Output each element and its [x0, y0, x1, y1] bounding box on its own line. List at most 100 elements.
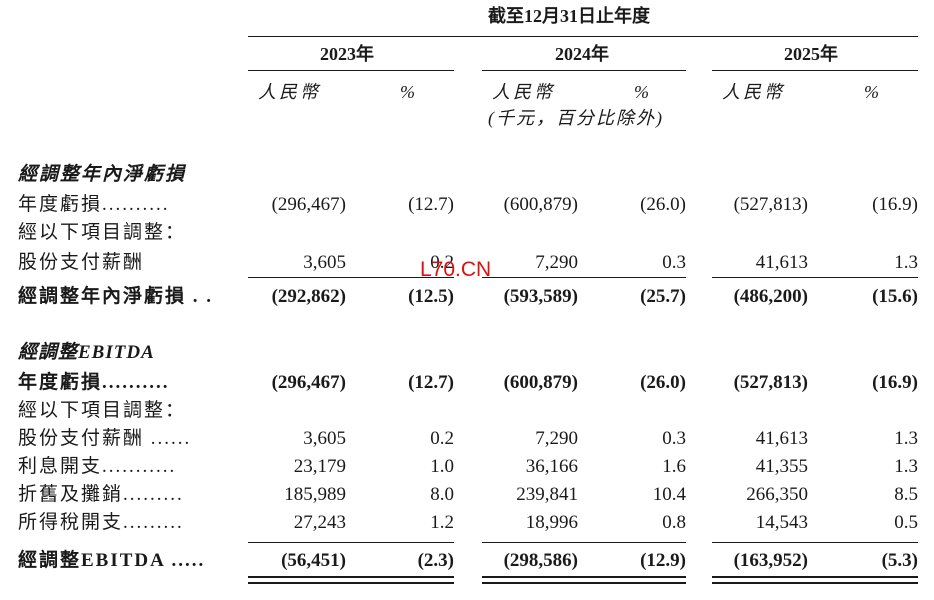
watermark: L70.CN	[420, 258, 492, 281]
section2-total-value: (5.3)	[881, 550, 918, 571]
section2-subtotal-rule-2024	[482, 542, 686, 543]
section1-total-value: (292,862)	[271, 286, 346, 307]
section2-total-value: (12.9)	[640, 550, 686, 571]
section2-row-value: 10.4	[652, 484, 686, 505]
section2-row-value: 27,243	[293, 512, 346, 533]
section2-row-value: 1.3	[894, 428, 918, 449]
section1-row-value: 41,613	[755, 252, 808, 273]
year-2023-rule	[248, 70, 454, 71]
section2-row-value: (296,467)	[271, 372, 346, 393]
section2-row-value: 1.2	[430, 512, 454, 533]
section1-row-value: (12.7)	[408, 194, 454, 215]
unit-note: (千元，百分比除外)	[488, 108, 664, 128]
section2-total-value: (163,952)	[733, 550, 808, 571]
double-underline-line	[482, 576, 686, 578]
section1-row-value: (527,813)	[733, 194, 808, 215]
currency-label-2025: 人民幣	[722, 82, 785, 102]
section1-row-label: 經以下項目調整：	[18, 222, 187, 243]
double-underline-line	[826, 576, 918, 578]
double-underline-line	[364, 582, 454, 584]
section2-row-value: 0.3	[662, 428, 686, 449]
year-2025: 2025年	[784, 44, 838, 64]
section2-row-label: 股份支付薪酬 ......	[18, 428, 192, 449]
section1-total-label: 經調整年內淨虧損 . .	[18, 286, 214, 307]
section2-total-value: (56,451)	[281, 550, 346, 571]
section2-row-value: 23,179	[293, 456, 346, 477]
section2-row-label: 經以下項目調整：	[18, 400, 187, 421]
percent-label-2024: %	[634, 82, 649, 102]
section2-row-value: (16.9)	[872, 372, 918, 393]
section1-total-value: (25.7)	[640, 286, 686, 307]
percent-label-2023: %	[400, 82, 415, 102]
section2-row-value: (26.0)	[640, 372, 686, 393]
section2-total-label: 經調整EBITDA .....	[18, 550, 206, 571]
section2-row-value: 266,350	[746, 484, 808, 505]
section1-subtotal-rule-2024	[482, 277, 686, 278]
section2-row-value: 3,605	[303, 428, 346, 449]
section2-row-value: 0.8	[662, 512, 686, 533]
section1-row-value: 0.2	[430, 252, 454, 273]
section2-row-value: 41,613	[755, 428, 808, 449]
section1-title: 經調整年內淨虧損	[18, 164, 187, 185]
currency-label-2024: 人民幣	[492, 82, 555, 102]
section2-row-label: 利息開支...........	[18, 456, 177, 477]
section1-total-value: (486,200)	[733, 286, 808, 307]
section1-row-value: (600,879)	[503, 194, 578, 215]
section2-row-label: 折舊及攤銷.........	[18, 484, 184, 505]
section2-row-value: 0.2	[430, 428, 454, 449]
section2-title: 經調整EBITDA	[18, 342, 155, 363]
section1-row-label: 股份支付薪酬	[18, 252, 145, 273]
double-underline-line	[596, 576, 686, 578]
section1-row-value: 3,605	[303, 252, 346, 273]
double-underline-line	[364, 576, 454, 578]
header-rule	[248, 36, 918, 37]
double-underline-line	[712, 576, 918, 578]
double-underline-line	[248, 582, 454, 584]
section2-row-value: 8.5	[894, 484, 918, 505]
section2-row-value: 185,989	[284, 484, 346, 505]
section2-total-value: (2.3)	[417, 550, 454, 571]
double-underline-line	[712, 582, 918, 584]
year-2023: 2023年	[320, 44, 374, 64]
section2-row-value: 1.6	[662, 456, 686, 477]
section2-row-value: 14,543	[755, 512, 808, 533]
section1-total-value: (12.5)	[408, 286, 454, 307]
section1-row-value: 1.3	[894, 252, 918, 273]
section2-row-value: (527,813)	[733, 372, 808, 393]
double-underline-line	[596, 582, 686, 584]
section2-row-value: 1.3	[894, 456, 918, 477]
section2-row-value: 239,841	[516, 484, 578, 505]
section2-subtotal-rule-2025	[712, 542, 918, 543]
period-title: 截至12月31日止年度	[488, 6, 650, 26]
section2-row-value: 1.0	[430, 456, 454, 477]
section1-row-value: (296,467)	[271, 194, 346, 215]
year-2025-rule	[712, 70, 918, 71]
section2-row-label: 所得稅開支.........	[18, 512, 184, 533]
double-underline-line	[248, 576, 454, 578]
section1-row-value: 7,290	[535, 252, 578, 273]
section2-subtotal-rule-2023	[248, 542, 454, 543]
section2-row-value: 41,355	[755, 456, 808, 477]
currency-label-2023: 人民幣	[258, 82, 321, 102]
section2-row-value: 8.0	[430, 484, 454, 505]
section2-total-value: (298,586)	[503, 550, 578, 571]
year-2024: 2024年	[555, 44, 609, 64]
year-2024-rule	[482, 70, 686, 71]
section1-total-value: (593,589)	[503, 286, 578, 307]
section2-row-value: 0.5	[894, 512, 918, 533]
section1-subtotal-rule-2023	[248, 277, 454, 278]
double-underline-line	[482, 582, 686, 584]
section2-row-value: 36,166	[525, 456, 578, 477]
section2-row-label: 年度虧損..........	[18, 372, 170, 393]
section1-row-value: (26.0)	[640, 194, 686, 215]
section1-total-value: (15.6)	[872, 286, 918, 307]
section1-row-label: 年度虧損..........	[18, 194, 170, 215]
percent-label-2025: %	[864, 82, 879, 102]
section2-row-value: (12.7)	[408, 372, 454, 393]
section2-row-value: (600,879)	[503, 372, 578, 393]
section1-subtotal-rule-2025	[712, 277, 918, 278]
section1-row-value: 0.3	[662, 252, 686, 273]
double-underline-line	[826, 582, 918, 584]
section1-row-value: (16.9)	[872, 194, 918, 215]
section2-row-value: 7,290	[535, 428, 578, 449]
